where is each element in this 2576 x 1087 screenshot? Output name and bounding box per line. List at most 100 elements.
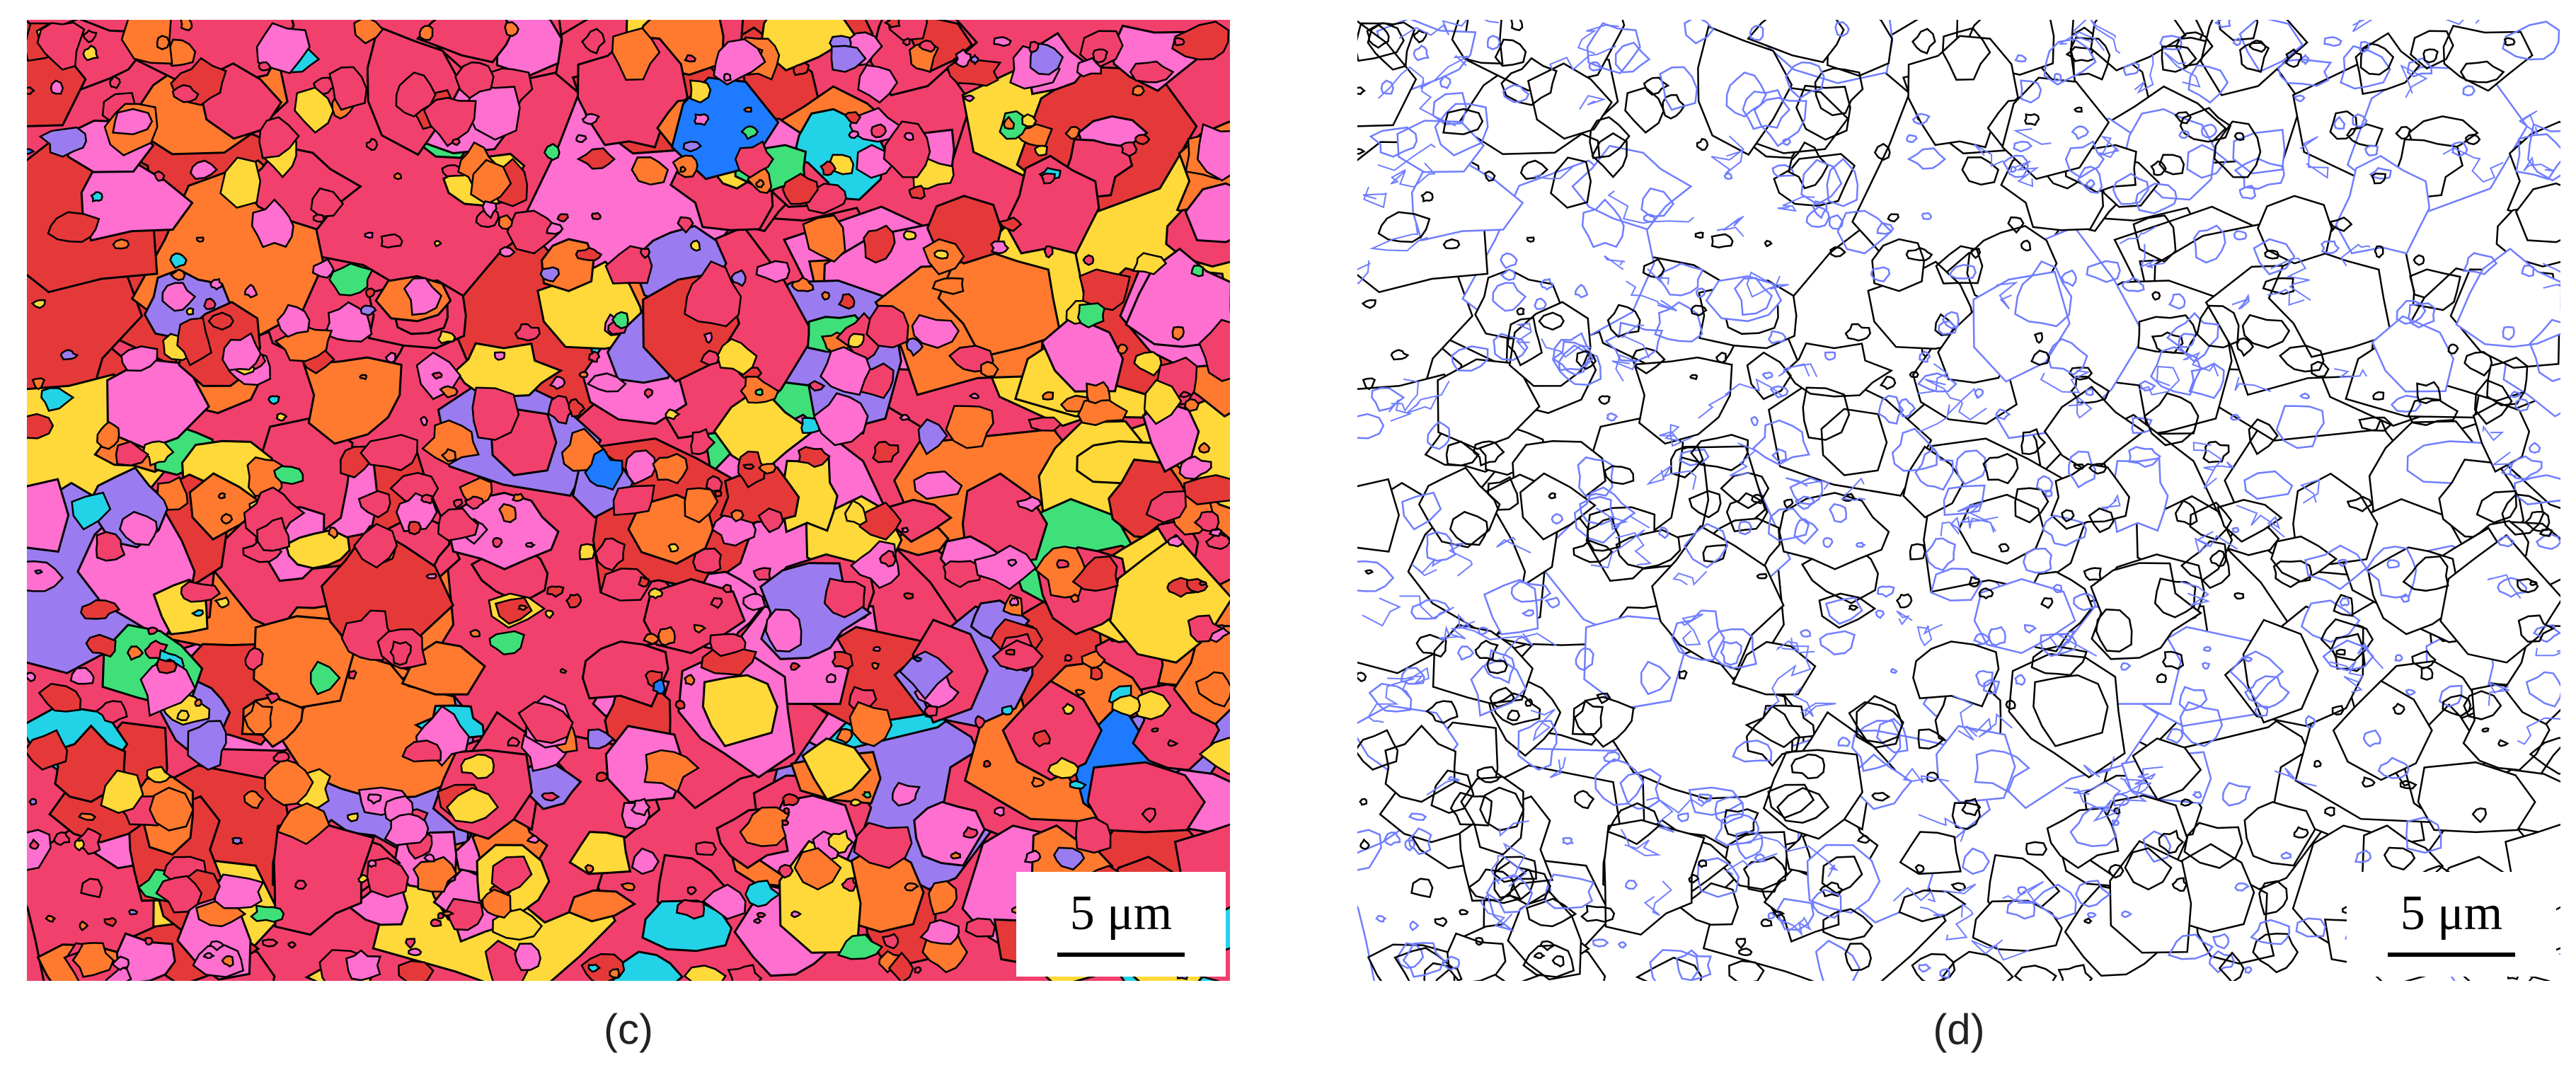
low-angle-boundary [1426,776,1461,796]
low-angle-boundary [1406,380,1450,414]
grain [1187,614,1225,643]
grain [989,241,1010,255]
low-angle-boundary [1684,20,1715,45]
low-angle-boundary [1483,578,1539,635]
grain [484,939,531,981]
high-angle-boundary [2514,182,2560,243]
grain [294,880,308,890]
low-angle-boundary [1764,645,1812,712]
grain [380,233,403,248]
grain [565,593,582,609]
grain [789,662,801,671]
low-angle-boundary [1490,855,1527,887]
high-angle-boundary [1423,962,1463,981]
high-angle-boundary [1934,313,1956,336]
grain [256,517,291,552]
high-angle-boundary [2335,648,2346,656]
grain [882,120,931,178]
low-angle-boundary [1369,220,1428,252]
grain [499,246,516,258]
high-angle-boundary [2069,36,2111,81]
grain [1004,154,1100,255]
low-angle-boundary [2100,493,2121,511]
grain [1141,807,1157,824]
grain [31,377,46,391]
grain [590,212,602,221]
high-angle-boundary [1447,932,1507,981]
high-angle-boundary [2073,106,2083,113]
grain [679,166,687,173]
grain [881,933,899,950]
grain [251,198,294,248]
grain [1033,144,1049,156]
grain [490,856,533,895]
high-angle-boundary [2001,76,2110,180]
grain [709,633,747,657]
low-angle-boundary [2071,125,2090,141]
grain [243,790,265,810]
low-angle-boundary [2277,58,2333,87]
high-angle-boundary [1430,769,1475,815]
low-angle-boundary [2059,31,2105,52]
low-angle-boundary [1716,215,1744,237]
high-angle-boundary [2311,360,2330,378]
low-angle-boundary [1953,694,1974,741]
high-angle-boundary [1728,960,1765,981]
low-angle-boundary [1767,330,1787,345]
low-angle-boundary [2112,793,2131,807]
grain [1197,122,1230,182]
low-angle-boundary [1380,79,1395,95]
grain [126,645,144,661]
low-angle-boundary [1672,570,1708,586]
low-angle-boundary [1829,502,1847,524]
grain [1133,351,1163,377]
grain [276,304,311,338]
low-angle-boundary [2462,252,2498,275]
high-angle-boundary [2030,349,2051,366]
grain [40,387,75,412]
low-angle-boundary [2364,144,2379,156]
high-angle-boundary [2354,32,2421,96]
high-angle-boundary [1390,349,1410,361]
low-angle-boundary [2487,574,2522,599]
low-angle-boundary [1971,939,2030,961]
low-angle-boundary [1658,527,1669,539]
low-angle-boundary [2333,115,2346,130]
low-angle-boundary [1595,507,1650,531]
low-angle-boundary [1974,669,1994,688]
high-angle-boundary [1500,57,1558,106]
low-angle-boundary [1911,113,1931,125]
grain [180,20,193,32]
low-angle-boundary [2203,461,2236,471]
low-angle-boundary [1577,24,1619,54]
grain [27,672,37,683]
low-angle-boundary [1738,520,1752,536]
low-angle-boundary [1357,413,1385,439]
high-angle-boundary [2252,933,2299,974]
high-angle-boundary [1747,20,1845,64]
grain [827,829,854,854]
high-angle-boundary [2529,737,2560,775]
grain [648,587,664,600]
high-angle-boundary [1603,819,1706,936]
low-angle-boundary [1500,268,1517,282]
high-angle-boundary [1702,544,1728,563]
grain [700,349,720,366]
low-angle-boundary [1730,442,1757,477]
high-angle-boundary [1844,943,1872,972]
low-angle-boundary [1974,144,2003,167]
grain [189,159,219,180]
grain [672,154,698,178]
high-angle-boundary [2503,37,2516,47]
grain [384,812,430,846]
grain [169,252,188,270]
grain [357,873,369,884]
grain [80,161,194,242]
high-angle-boundary [1802,386,1851,441]
grain [109,75,121,90]
grain [556,213,569,223]
low-angle-boundary [1500,252,1518,270]
high-angle-boundary [2422,48,2439,64]
low-angle-boundary [2234,882,2250,892]
low-angle-boundary [1753,96,1807,148]
